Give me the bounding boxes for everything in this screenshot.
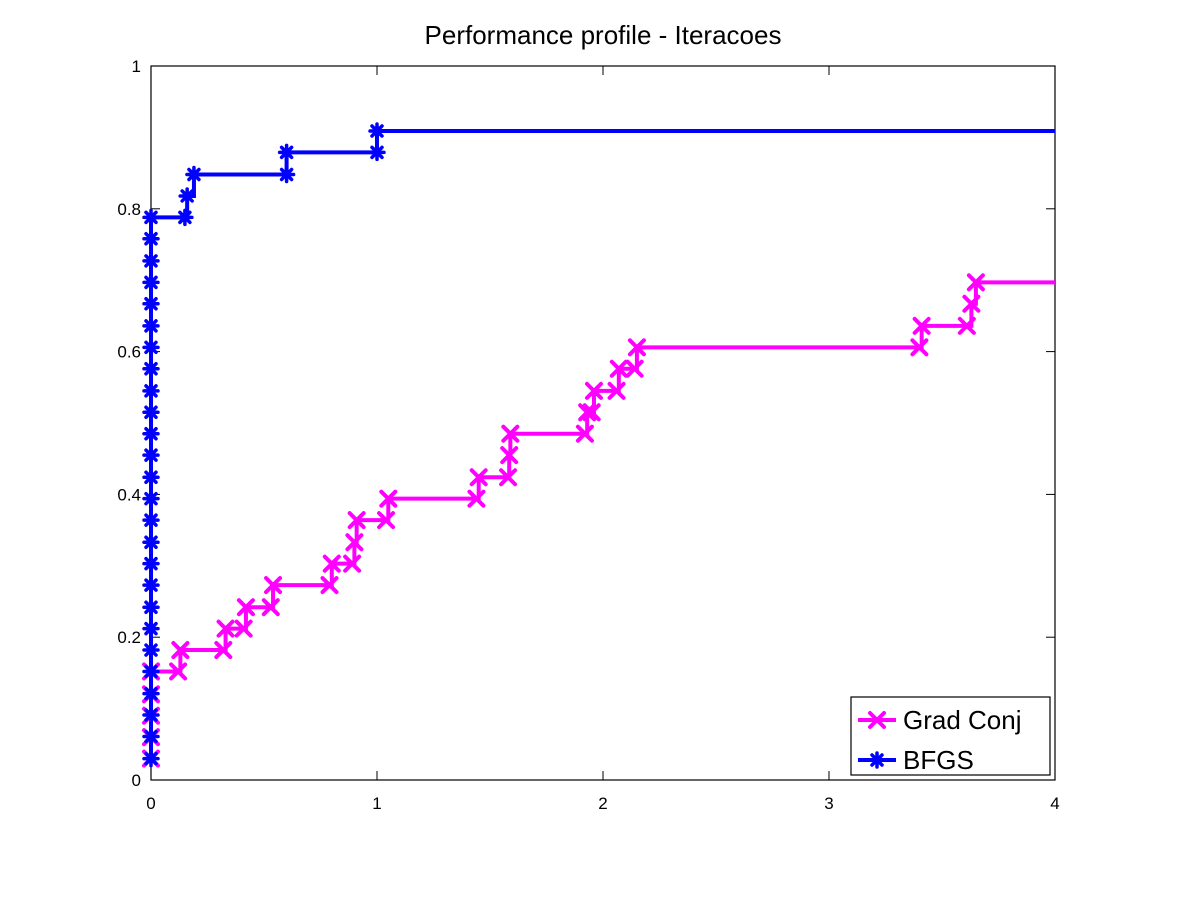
data-point	[368, 122, 386, 140]
data-point	[142, 576, 160, 594]
data-point	[171, 641, 190, 660]
data-point	[320, 576, 339, 595]
x-tick-label: 1	[372, 794, 381, 813]
data-point	[625, 359, 644, 378]
data-point	[377, 511, 396, 530]
data-point	[347, 511, 366, 530]
data-point	[261, 598, 280, 617]
data-point	[142, 382, 160, 400]
legend-entries: Grad Conj BFGS	[858, 705, 1022, 775]
data-point	[575, 424, 594, 443]
y-tick-label: 0.8	[117, 200, 141, 219]
data-point	[142, 706, 160, 724]
data-point	[142, 489, 160, 508]
data-point	[910, 338, 929, 357]
data-point	[379, 489, 398, 508]
data-point	[142, 208, 160, 227]
data-point	[607, 381, 626, 400]
legend-label: BFGS	[903, 745, 974, 775]
legend-marker	[868, 751, 886, 769]
data-point	[966, 273, 985, 292]
data-point	[142, 295, 160, 313]
data-point	[582, 403, 601, 422]
data-point	[142, 338, 160, 357]
data-point	[469, 468, 488, 487]
series-bfgs	[142, 122, 1055, 768]
chart-title: Performance profile - Iteracoes	[425, 20, 782, 50]
data-point	[142, 598, 160, 616]
y-tick-label: 0.2	[117, 628, 141, 647]
y-tick-label: 0.6	[117, 343, 141, 362]
y-tick-label: 0.4	[117, 485, 141, 504]
data-point	[142, 317, 160, 335]
data-point	[912, 316, 931, 335]
data-point	[142, 230, 160, 248]
data-point	[142, 468, 160, 487]
data-point	[627, 338, 646, 357]
data-point	[345, 533, 364, 552]
data-point	[176, 208, 194, 227]
data-point	[214, 641, 233, 660]
data-point	[500, 446, 519, 465]
data-point	[234, 619, 253, 638]
data-point	[142, 359, 160, 378]
legend-marker	[868, 711, 886, 729]
plot-area	[142, 122, 1055, 768]
data-point	[142, 641, 160, 659]
data-point	[169, 662, 188, 681]
y-tick-label: 0	[132, 771, 141, 790]
data-point	[142, 684, 160, 703]
data-point	[957, 316, 976, 335]
data-point	[264, 576, 283, 595]
data-point	[236, 598, 255, 617]
data-point	[142, 424, 160, 443]
data-point	[142, 273, 160, 292]
legend-label: Grad Conj	[903, 705, 1022, 735]
data-point	[216, 619, 235, 638]
y-tick-label: 1	[132, 57, 141, 76]
data-point	[178, 187, 196, 205]
data-point	[142, 749, 160, 768]
data-point	[609, 359, 628, 378]
data-point	[142, 533, 160, 551]
data-point	[185, 165, 203, 184]
data-point	[277, 143, 296, 162]
data-point	[142, 727, 160, 746]
data-point	[962, 294, 981, 313]
data-point	[142, 619, 160, 638]
data-point	[343, 554, 362, 573]
x-tick-label: 0	[146, 794, 155, 813]
data-point	[584, 381, 603, 400]
data-point	[501, 424, 520, 443]
data-point	[322, 554, 341, 573]
data-point	[142, 511, 160, 529]
legend: Grad Conj BFGS	[850, 696, 1051, 776]
data-point	[142, 403, 160, 422]
x-tick-label: 3	[824, 794, 833, 813]
data-point	[499, 468, 518, 487]
data-point	[142, 446, 160, 464]
x-tick-label: 4	[1050, 794, 1059, 813]
data-point	[142, 252, 160, 270]
data-point	[578, 403, 597, 422]
x-tick-label: 2	[598, 794, 607, 813]
data-point	[142, 662, 160, 681]
data-point	[368, 143, 386, 162]
data-point	[467, 489, 486, 508]
data-point	[277, 165, 296, 184]
data-point	[142, 554, 160, 573]
